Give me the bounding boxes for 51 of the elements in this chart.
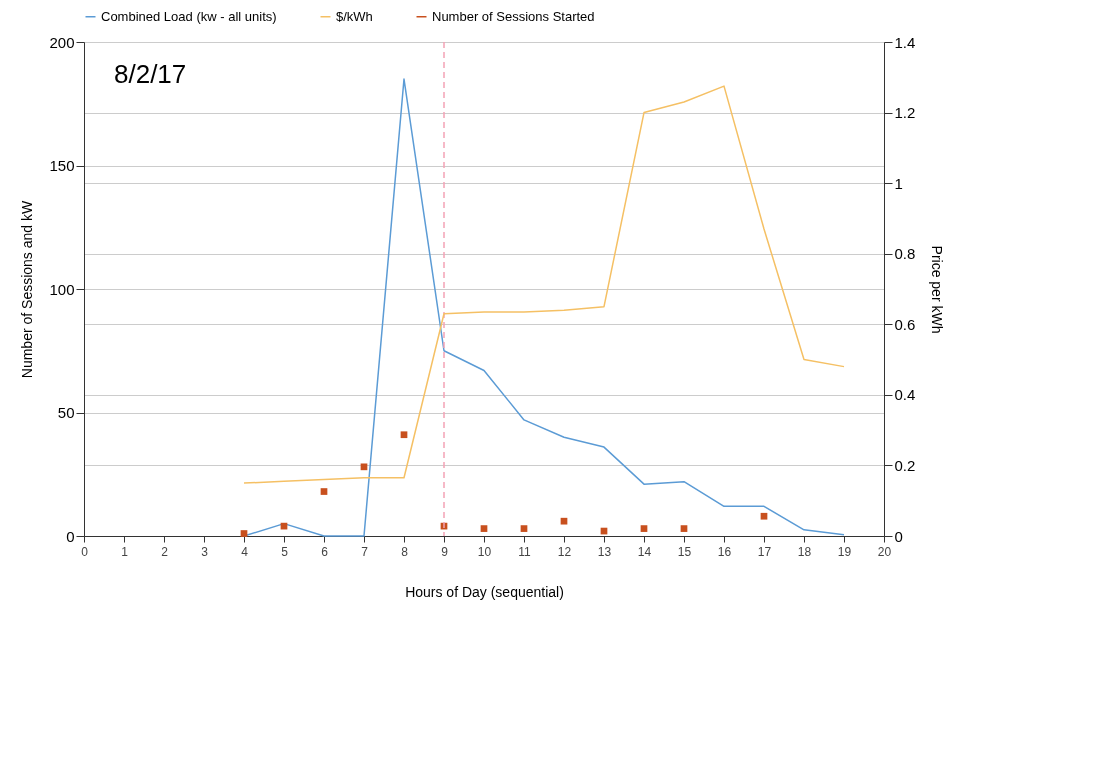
y-tick-label: 50: [57, 404, 75, 421]
y-tick-label: 200: [49, 33, 75, 51]
y-tick-label: 0: [66, 527, 75, 545]
x-tick-label: 15: [677, 544, 692, 559]
x-tick-label: 10: [477, 544, 492, 559]
point: [400, 431, 408, 439]
point: [680, 525, 688, 532]
y2-tick-label: 0: [894, 527, 903, 545]
y2-tick-label: 1: [894, 174, 903, 192]
legend-label: Combined Load (kw - all units): [101, 8, 277, 24]
y-tick-label: 100: [49, 280, 75, 298]
x-tick-label: 8: [401, 544, 409, 559]
point: [560, 517, 568, 525]
x-tick-label: 20: [877, 544, 892, 559]
x-tick-label: 16: [717, 544, 732, 559]
y2-tick-label: 0.8: [894, 245, 916, 263]
y2-tick-label: 0.2: [894, 456, 916, 474]
x-tick-label: 2: [161, 544, 169, 559]
legend-label: Number of Sessions Started: [432, 8, 595, 24]
x-tick-label: 5: [281, 544, 289, 559]
point: [320, 488, 328, 495]
x-tick-label: 9: [441, 544, 449, 559]
point: [640, 525, 648, 532]
y2-tick-label: 1.2: [894, 104, 916, 122]
x-tick-label: 17: [757, 544, 772, 559]
point: [760, 512, 768, 520]
point: [240, 530, 248, 537]
x-tick-label: 11: [518, 544, 532, 559]
x-tick-label: 19: [837, 544, 852, 559]
x-tick-label: 1: [121, 544, 129, 559]
x-tick-label: 7: [361, 544, 369, 559]
y2-axis-title: Price per kWh: [929, 245, 946, 334]
y2-tick-label: 1.4: [894, 33, 916, 51]
x-tick-label: 6: [321, 544, 329, 559]
point: [480, 525, 488, 532]
y2-tick-label: 0.6: [894, 315, 916, 333]
x-axis-title: Hours of Day (sequential): [405, 583, 564, 600]
annotation: 8/2/17: [114, 59, 187, 89]
y-axis-title: Number of Sessions and kW: [19, 200, 36, 379]
y-tick-label: 150: [49, 157, 75, 174]
y2-tick-label: 0.4: [894, 386, 916, 404]
point: [520, 525, 528, 532]
x-tick-label: 4: [241, 544, 249, 559]
x-tick-label: 0: [81, 544, 89, 559]
x-tick-label: 12: [557, 544, 572, 559]
point: [360, 463, 368, 471]
x-tick-label: 14: [637, 544, 652, 559]
legend-label: $/kWh: [336, 8, 373, 24]
x-tick-label: 18: [797, 544, 812, 559]
x-tick-label: 13: [597, 544, 612, 559]
x-tick-label: 3: [201, 544, 209, 559]
